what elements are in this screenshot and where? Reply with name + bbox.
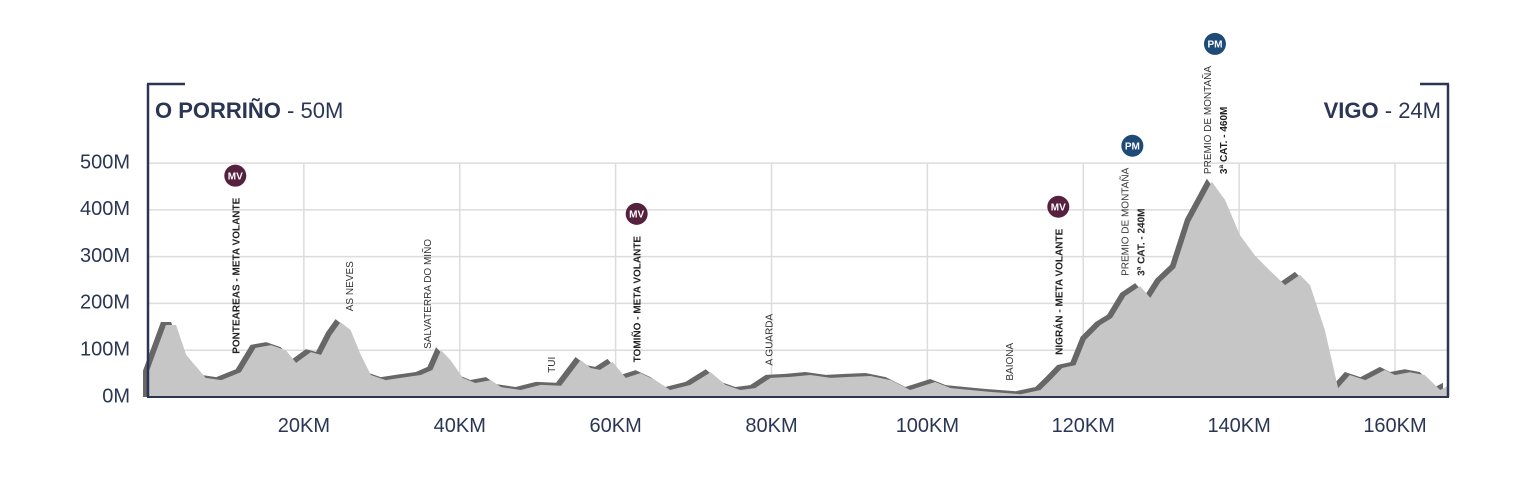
x-tick-label: 80KM <box>745 415 797 437</box>
y-tick-label: 300M <box>80 245 130 267</box>
badge <box>625 202 648 225</box>
x-tick-label: 60KM <box>590 415 642 437</box>
frame <box>146 82 1450 398</box>
x-tick-label: 160KM <box>1363 415 1426 437</box>
finish-name: VIGO <box>1324 98 1379 123</box>
x-tick-label: 120KM <box>1052 415 1115 437</box>
annotation-label: PONTEAREAS - META VOLANTE <box>231 197 242 353</box>
badge-label: MV <box>1051 202 1066 213</box>
badge-label: PM <box>1125 141 1140 152</box>
y-tick-label: 400M <box>80 198 130 220</box>
annotation-label: NIGRÁN - META VOLANTE <box>1052 228 1065 354</box>
x-tick-label: 20KM <box>278 415 330 437</box>
y-tick-label: 0M <box>102 385 130 407</box>
annotation-label: 3ª CAT. - 240M <box>1136 208 1147 275</box>
annotation-label: BAIONA <box>1005 342 1016 380</box>
profile-area <box>148 181 1448 397</box>
y-tick-label: 100M <box>80 338 130 360</box>
badge-label: PM <box>1207 40 1222 51</box>
annotation-label: PREMIO DE MONTAÑA <box>1201 66 1214 174</box>
annotation-label: SALVATERRA DO MIÑO <box>421 239 434 349</box>
annotation-label: TOMIÑO - META VOLANTE <box>631 236 644 363</box>
badge <box>224 164 247 187</box>
badge-label: MV <box>629 210 644 221</box>
annotation-label: AS NEVES <box>345 261 356 311</box>
x-tick-label: 140KM <box>1207 415 1270 437</box>
badge-label: MV <box>228 171 243 182</box>
badge <box>1203 32 1226 55</box>
annotation-label: TUI <box>547 357 558 373</box>
start-detail: - 50M <box>287 98 343 123</box>
profile <box>143 178 1448 397</box>
annotation-label: 3ª CAT. - 460M <box>1219 107 1230 174</box>
y-tick-label: 200M <box>80 292 130 314</box>
x-tick-label: 100KM <box>896 415 959 437</box>
badge <box>1121 134 1144 157</box>
y-tick-label: 500M <box>80 151 130 173</box>
x-tick-label: 40KM <box>434 415 486 437</box>
start-label: O PORRIÑO - 50M <box>155 98 343 123</box>
annotation-label: PREMIO DE MONTAÑA <box>1118 167 1131 275</box>
finish-label: VIGO - 24M <box>1324 98 1441 123</box>
annotation-label: A GUARDA <box>764 313 775 365</box>
start-name: O PORRIÑO <box>155 98 281 123</box>
finish-detail: - 24M <box>1385 98 1441 123</box>
badge <box>1047 195 1070 218</box>
annotations: 0M 100M 200M 300M 400M 500M 20KM 40KM 60KM 80KM 10… <box>80 32 1427 437</box>
